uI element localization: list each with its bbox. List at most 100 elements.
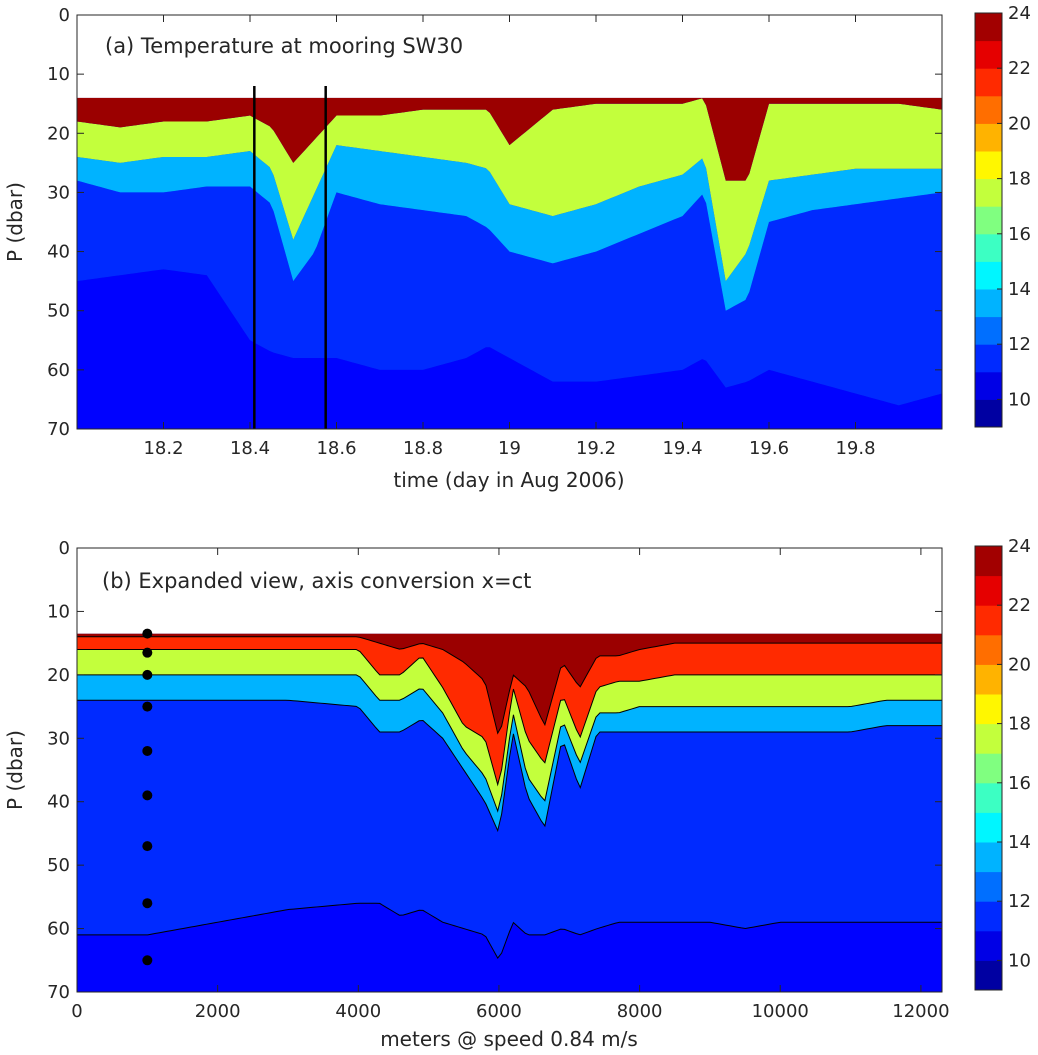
sensor-dot — [142, 955, 153, 966]
x-tick-label: 18.6 — [316, 438, 356, 459]
colorbar-swatch — [975, 344, 1002, 373]
colorbar-swatch — [975, 634, 1002, 665]
x-tick-label: 2000 — [195, 1001, 241, 1022]
panel-b: 0 2000 4000 6000 8000 10000 12000 0 10 20 30 40 50 6… — [3, 536, 1031, 1051]
colorbar-swatch — [975, 812, 1002, 843]
contour-band — [77, 269, 942, 429]
isotherm-line — [77, 699, 942, 833]
y-tick-label: 70 — [47, 982, 70, 1003]
colorbar-swatch — [975, 316, 1002, 345]
y-tick-label: 10 — [47, 601, 70, 622]
colorbar-swatch — [975, 723, 1002, 754]
x-tick-label: 19.8 — [835, 438, 875, 459]
colorbar-frame — [974, 12, 1003, 428]
x-tick-label: 0 — [71, 1001, 82, 1022]
panel-b-y-axis-label: P (dbar) — [3, 730, 27, 810]
colorbar-tick-label: 18 — [1008, 169, 1031, 190]
colorbar-tick-label: 16 — [1008, 224, 1031, 245]
sensor-dot — [142, 669, 153, 680]
contour-band — [77, 98, 942, 282]
colorbar-swatch — [975, 371, 1002, 400]
panel-a-x-axis: 18.2 18.4 18.6 18.8 19 19.2 19.4 19.6 19.8 — [143, 15, 876, 459]
colorbar-swatch — [975, 782, 1002, 813]
x-tick-label: 19 — [498, 438, 521, 459]
x-tick-label: 18.2 — [143, 438, 183, 459]
y-tick-label: 60 — [47, 919, 70, 940]
colorbar-swatch — [975, 151, 1002, 180]
panel-a-x-axis-label: time (day in Aug 2006) — [393, 468, 624, 492]
colorbar-swatch — [975, 842, 1002, 873]
panel-b-x-axis-label: meters @ speed 0.84 m/s — [380, 1027, 638, 1051]
colorbar-tick-label: 18 — [1008, 714, 1031, 735]
y-tick-label: 70 — [47, 419, 70, 440]
y-tick-label: 50 — [47, 855, 70, 876]
isotherm-line — [77, 648, 942, 787]
x-tick-label: 8000 — [617, 1001, 663, 1022]
surface-blank — [77, 15, 942, 98]
y-tick-label: 40 — [47, 242, 70, 263]
sensor-dot — [142, 701, 153, 712]
panel-a-vertical-markers — [253, 85, 327, 429]
y-tick-label: 50 — [47, 301, 70, 322]
isotherm-line — [77, 674, 942, 813]
panel-b-title: (b) Expanded view, axis conversion x=ct — [102, 569, 531, 593]
y-tick-label: 30 — [47, 728, 70, 749]
colorbar-tick-label: 20 — [1008, 113, 1031, 134]
x-tick-label: 6000 — [476, 1001, 522, 1022]
colorbar-tick-label: 12 — [1008, 891, 1031, 912]
colorbar-swatch — [975, 206, 1002, 235]
x-tick-label: 4000 — [335, 1001, 381, 1022]
x-tick-label: 10000 — [752, 1001, 809, 1022]
contour-band — [77, 674, 942, 831]
colorbar-tick-label: 10 — [1008, 950, 1031, 971]
x-tick-label: 18.8 — [403, 438, 443, 459]
x-tick-label: 12000 — [892, 1001, 949, 1022]
colorbar-swatch — [975, 40, 1002, 69]
colorbar-swatch — [975, 123, 1002, 152]
colorbar-swatch — [975, 871, 1002, 902]
y-tick-label: 20 — [47, 665, 70, 686]
colorbar-swatch — [975, 289, 1002, 318]
panel-b-y-axis: 0 10 20 30 40 50 60 70 — [47, 538, 942, 1003]
colorbar-swatch — [975, 68, 1002, 97]
sensor-dot — [142, 745, 153, 756]
colorbar-tick-label: 14 — [1008, 832, 1031, 853]
y-tick-label: 0 — [59, 538, 70, 559]
panel-a-y-axis: 0 10 20 30 40 50 60 70 — [47, 5, 942, 440]
colorbar-tick-label: 10 — [1008, 389, 1031, 410]
y-tick-label: 40 — [47, 792, 70, 813]
contour-band — [77, 180, 942, 406]
contour-band — [77, 145, 942, 311]
contour-band — [77, 700, 942, 959]
panel-a-colorbar: 10 12 14 16 18 20 22 24 — [974, 3, 1031, 428]
colorbar-swatch — [975, 960, 1002, 991]
colorbar-swatch — [975, 399, 1002, 428]
colorbar-swatch — [975, 178, 1002, 207]
colorbar-tick-label: 12 — [1008, 334, 1031, 355]
y-tick-label: 10 — [47, 64, 70, 85]
x-tick-label: 18.4 — [230, 438, 270, 459]
panel-a-y-axis-label: P (dbar) — [3, 182, 27, 262]
colorbar-frame — [974, 545, 1003, 991]
x-tick-label: 19.2 — [576, 438, 616, 459]
colorbar-swatch — [975, 546, 1002, 577]
x-tick-label: 19.4 — [662, 438, 702, 459]
colorbar-swatch — [975, 95, 1002, 124]
panel-a-title: (a) Temperature at mooring SW30 — [105, 34, 463, 58]
colorbar-swatch — [975, 753, 1002, 784]
colorbar-tick-label: 22 — [1008, 58, 1031, 79]
colorbar-tick-label: 14 — [1008, 279, 1031, 300]
panel-b-colorbar: 10 12 14 16 18 20 22 24 — [974, 536, 1031, 991]
x-tick-label: 19.6 — [749, 438, 789, 459]
panel-a: 18.2 18.4 18.6 18.8 19 19.2 19.4 19.6 19.8 0 10 20… — [3, 3, 1031, 492]
panel-b-sensor-markers — [142, 628, 153, 966]
sensor-dot — [142, 647, 153, 658]
contour-band — [77, 649, 942, 812]
colorbar-tick-label: 22 — [1008, 595, 1031, 616]
panel-b-x-axis: 0 2000 4000 6000 8000 10000 12000 — [71, 548, 950, 1022]
sensor-dot — [142, 898, 153, 909]
isotherm-line — [77, 902, 942, 959]
colorbar-swatch — [975, 233, 1002, 262]
y-tick-label: 30 — [47, 182, 70, 203]
